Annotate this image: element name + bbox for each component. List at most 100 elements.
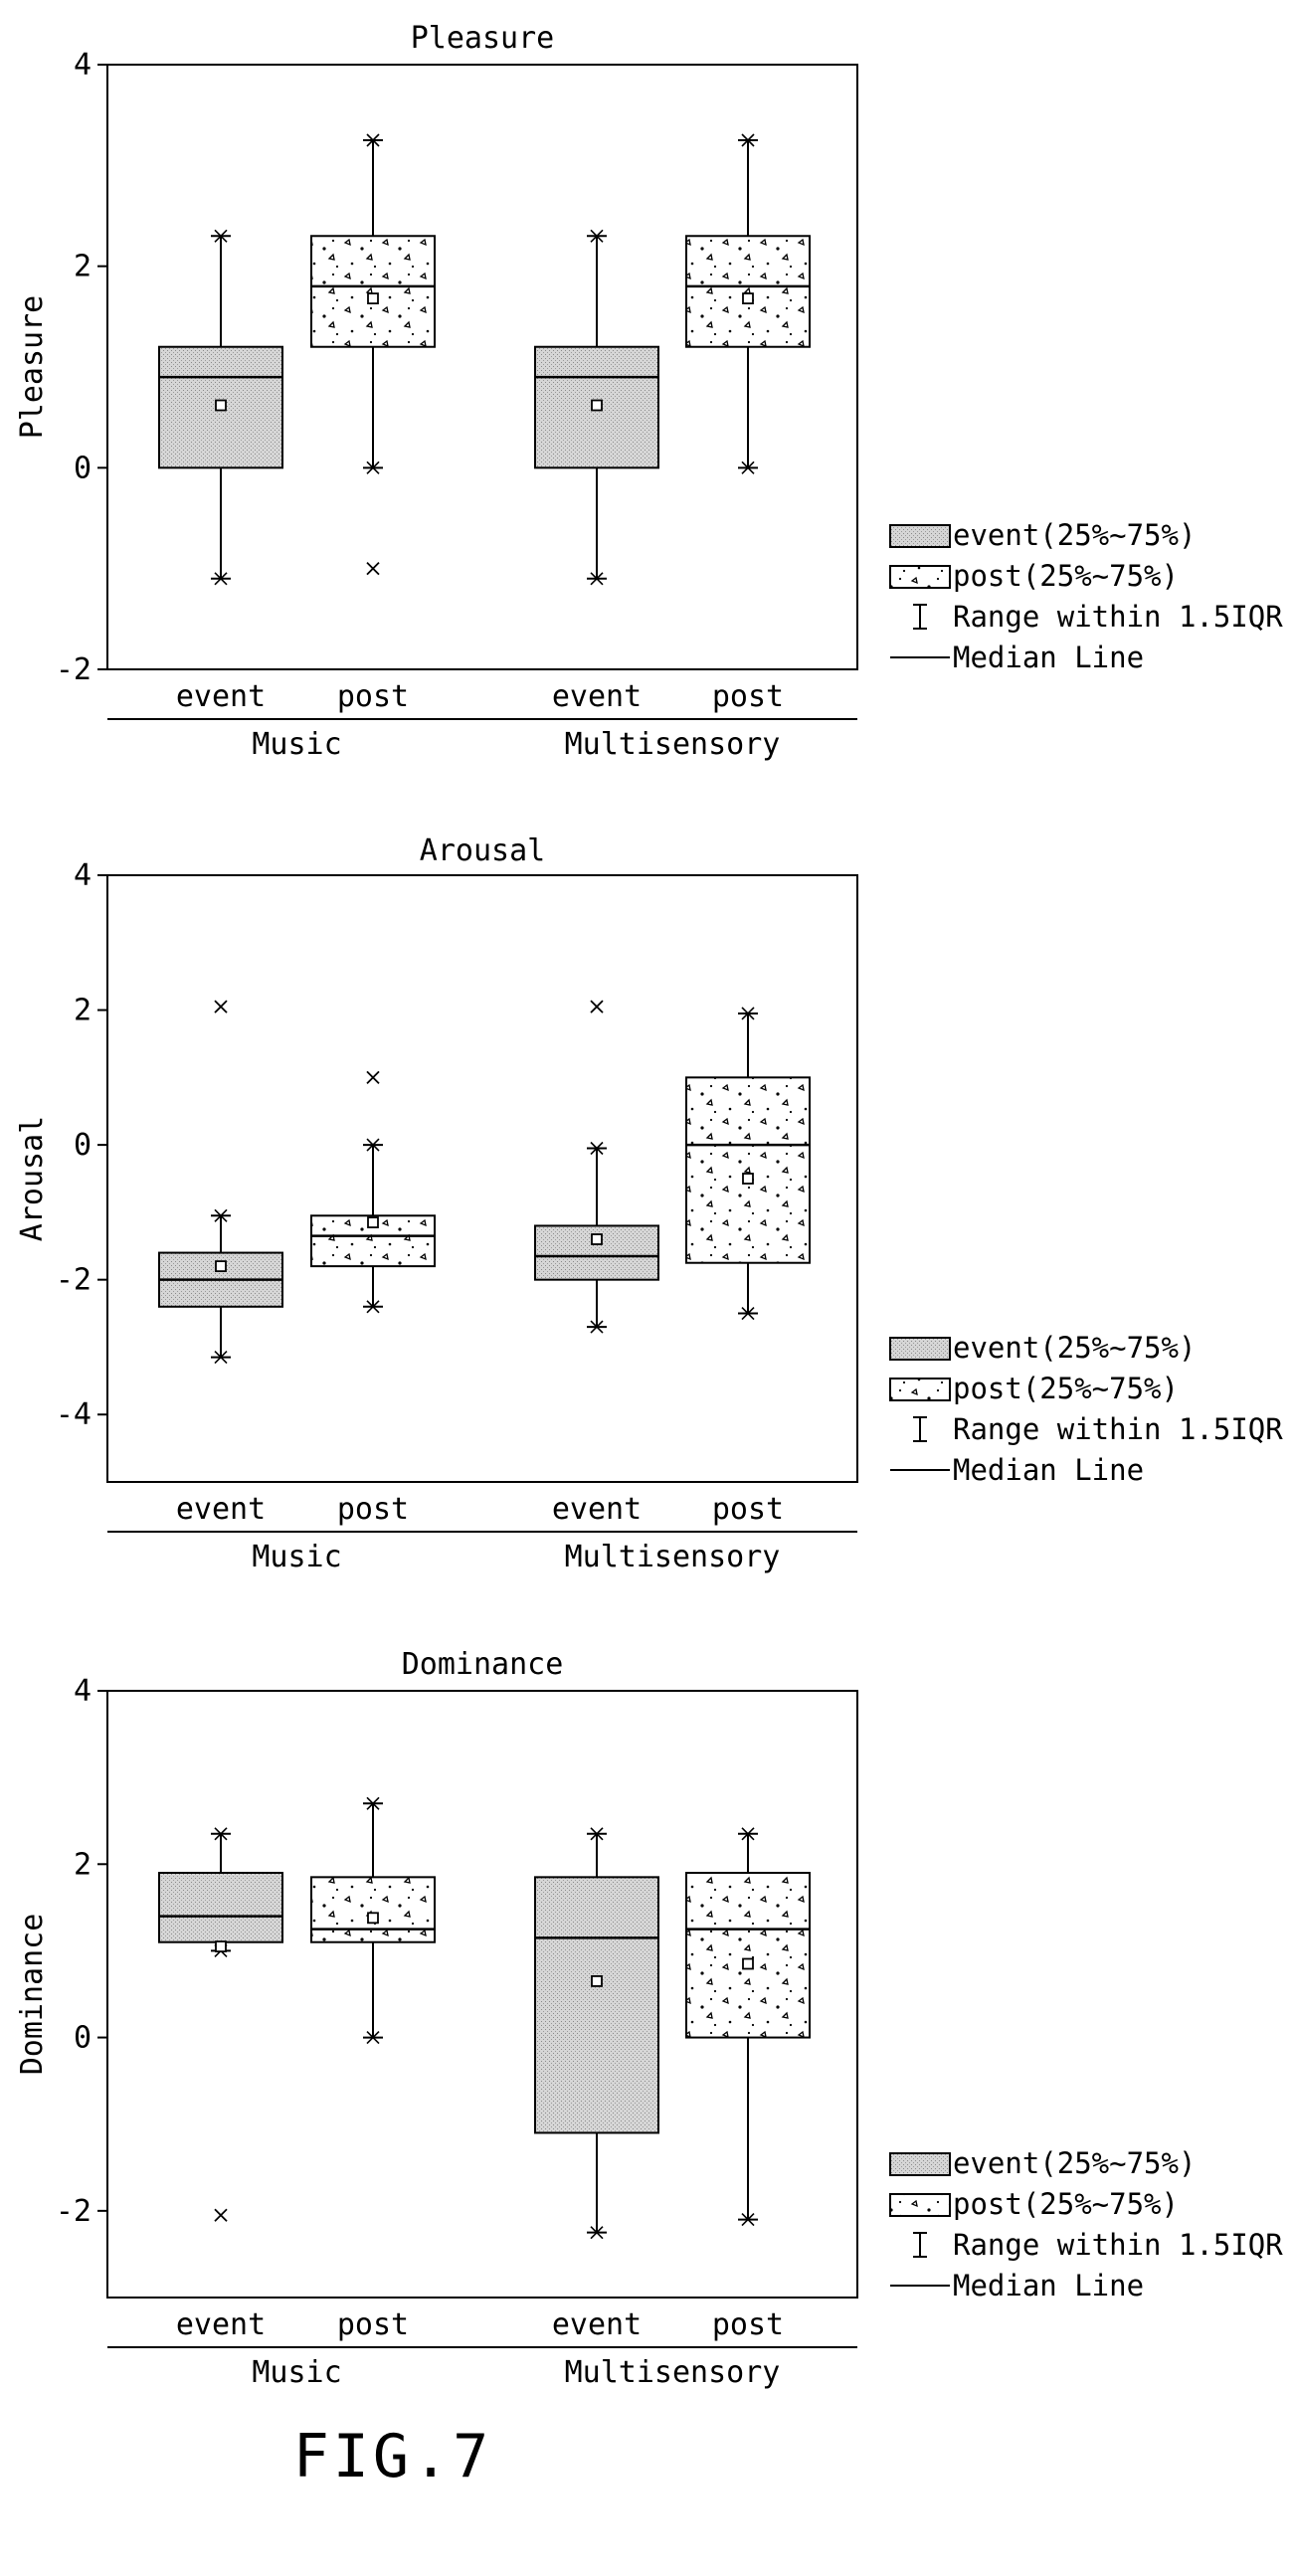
plot-frame <box>106 64 858 670</box>
whisker-cap-low <box>587 572 607 586</box>
whisker-cap-low <box>363 1300 383 1314</box>
figure-label: FIG.7 <box>292 2422 493 2491</box>
whisker-cap-low <box>363 2031 383 2045</box>
cap-cross <box>590 1827 604 1841</box>
outlier-marker <box>214 2208 228 2222</box>
x-tick-label: event <box>176 679 266 714</box>
y-tick-label: -4 <box>56 1397 92 1432</box>
legend-swatch-event <box>889 524 951 548</box>
box-music-post <box>310 1070 436 1314</box>
cap-cross <box>366 1300 380 1314</box>
group-label: Music <box>252 727 341 762</box>
legend-label-post: post(25%~75%) <box>953 559 1179 593</box>
plot-frame <box>106 1690 858 2299</box>
mean-marker <box>742 1173 754 1185</box>
x-tick-label: post <box>712 2307 784 2342</box>
legend-range-symbol <box>913 604 927 630</box>
cap-cross <box>590 229 604 243</box>
legend-label-post: post(25%~75%) <box>953 1372 1179 1405</box>
chart-title: Dominance <box>402 1647 564 1682</box>
mean-marker <box>742 1957 754 1970</box>
legend-label-event: event(25%~75%) <box>953 1331 1196 1365</box>
whisker-cap-low <box>211 572 231 586</box>
mean-marker <box>591 1233 603 1245</box>
iqr-box <box>685 1076 811 1264</box>
box-multisensory-event <box>534 1827 659 2240</box>
legend-label-range: Range within 1.5IQR <box>953 600 1283 634</box>
y-tick-label: 0 <box>74 2021 92 2056</box>
legend-range-symbol <box>913 1416 927 1442</box>
x-tick-label: post <box>712 1492 784 1527</box>
cap-cross <box>366 460 380 474</box>
y-tick-label: 2 <box>74 994 92 1028</box>
group-label: Multisensory <box>565 2355 781 2390</box>
box-music-event <box>158 1827 283 2222</box>
x-tick-label: event <box>176 1492 266 1527</box>
whisker-cap-low <box>738 2213 758 2227</box>
outlier-stroke <box>214 2208 228 2222</box>
mean-marker <box>215 1940 227 1952</box>
cap-cross <box>214 229 228 243</box>
legend: event(25%~75%) post(25%~75%) Range within … <box>889 518 1283 674</box>
whisker-cap-high <box>738 133 758 147</box>
x-tick-label: post <box>337 1492 409 1527</box>
cap-cross <box>214 1827 228 1841</box>
cap-cross <box>741 1007 755 1020</box>
y-tick-label: 0 <box>74 1128 92 1163</box>
legend: event(25%~75%) post(25%~75%) Range within … <box>889 2146 1283 2302</box>
legend-label-event: event(25%~75%) <box>953 2146 1196 2180</box>
legend-label-median: Median Line <box>953 2269 1144 2302</box>
mean-marker <box>367 292 379 304</box>
whisker-cap-low <box>587 2226 607 2240</box>
box-music-post <box>310 1796 436 2045</box>
legend: event(25%~75%) post(25%~75%) Range within … <box>889 1331 1283 1487</box>
x-tick-label: post <box>337 679 409 714</box>
cap-cross <box>741 133 755 147</box>
mean-marker <box>367 1216 379 1228</box>
group-label: Music <box>252 1540 341 1574</box>
legend-swatch-post <box>889 565 951 589</box>
outlier-stroke <box>590 1000 604 1013</box>
y-tick-label: 0 <box>74 451 92 485</box>
whisker-cap-high <box>211 1208 231 1222</box>
legend-swatch-post <box>889 2193 951 2217</box>
x-tick-label: event <box>552 679 642 714</box>
group-label: Music <box>252 2355 341 2390</box>
plot-frame <box>106 874 858 1483</box>
y-axis-label: Arousal <box>15 1116 50 1241</box>
whisker-cap-low <box>211 1351 231 1365</box>
cap-cross <box>366 1796 380 1810</box>
x-tick-label: event <box>552 2307 642 2342</box>
box-multisensory-post <box>685 1827 811 2227</box>
cap-cross <box>214 572 228 586</box>
y-tick-label: 4 <box>74 1674 92 1709</box>
legend-label-range: Range within 1.5IQR <box>953 1412 1283 1446</box>
cap-cross <box>366 2031 380 2045</box>
whisker-cap-high <box>211 229 231 243</box>
legend-swatch-event <box>889 1337 951 1361</box>
whisker-cap-high <box>587 1141 607 1156</box>
box-music-post <box>310 133 436 576</box>
cap-cross <box>741 460 755 474</box>
legend-range-symbol <box>913 2232 927 2258</box>
box-music-event <box>158 229 283 586</box>
outlier-marker <box>366 1070 380 1084</box>
chart-title: Arousal <box>420 833 545 868</box>
outlier-marker <box>214 1000 228 1013</box>
cap-cross <box>366 133 380 147</box>
chart-pleasure: Pleasure -2 0 2 4 Pleasure event post event post M… <box>15 21 1283 762</box>
mean-marker <box>215 399 227 412</box>
iqr-box <box>310 1876 436 1943</box>
cap-cross <box>741 2213 755 2227</box>
y-tick-label: 4 <box>74 858 92 893</box>
y-axis-label: Pleasure <box>15 295 50 440</box>
chart-title: Pleasure <box>411 21 555 56</box>
whisker-cap-high <box>587 1827 607 1841</box>
box-music-event <box>158 1000 283 1365</box>
cap-cross <box>590 1141 604 1156</box>
y-tick-label: 4 <box>74 48 92 83</box>
y-tick-label: -2 <box>56 652 92 687</box>
outlier-stroke <box>366 562 380 576</box>
chart-arousal: Arousal -4 -2 0 2 4 Arousal event post event post M… <box>15 833 1283 1574</box>
legend-swatch-event <box>889 2152 951 2176</box>
